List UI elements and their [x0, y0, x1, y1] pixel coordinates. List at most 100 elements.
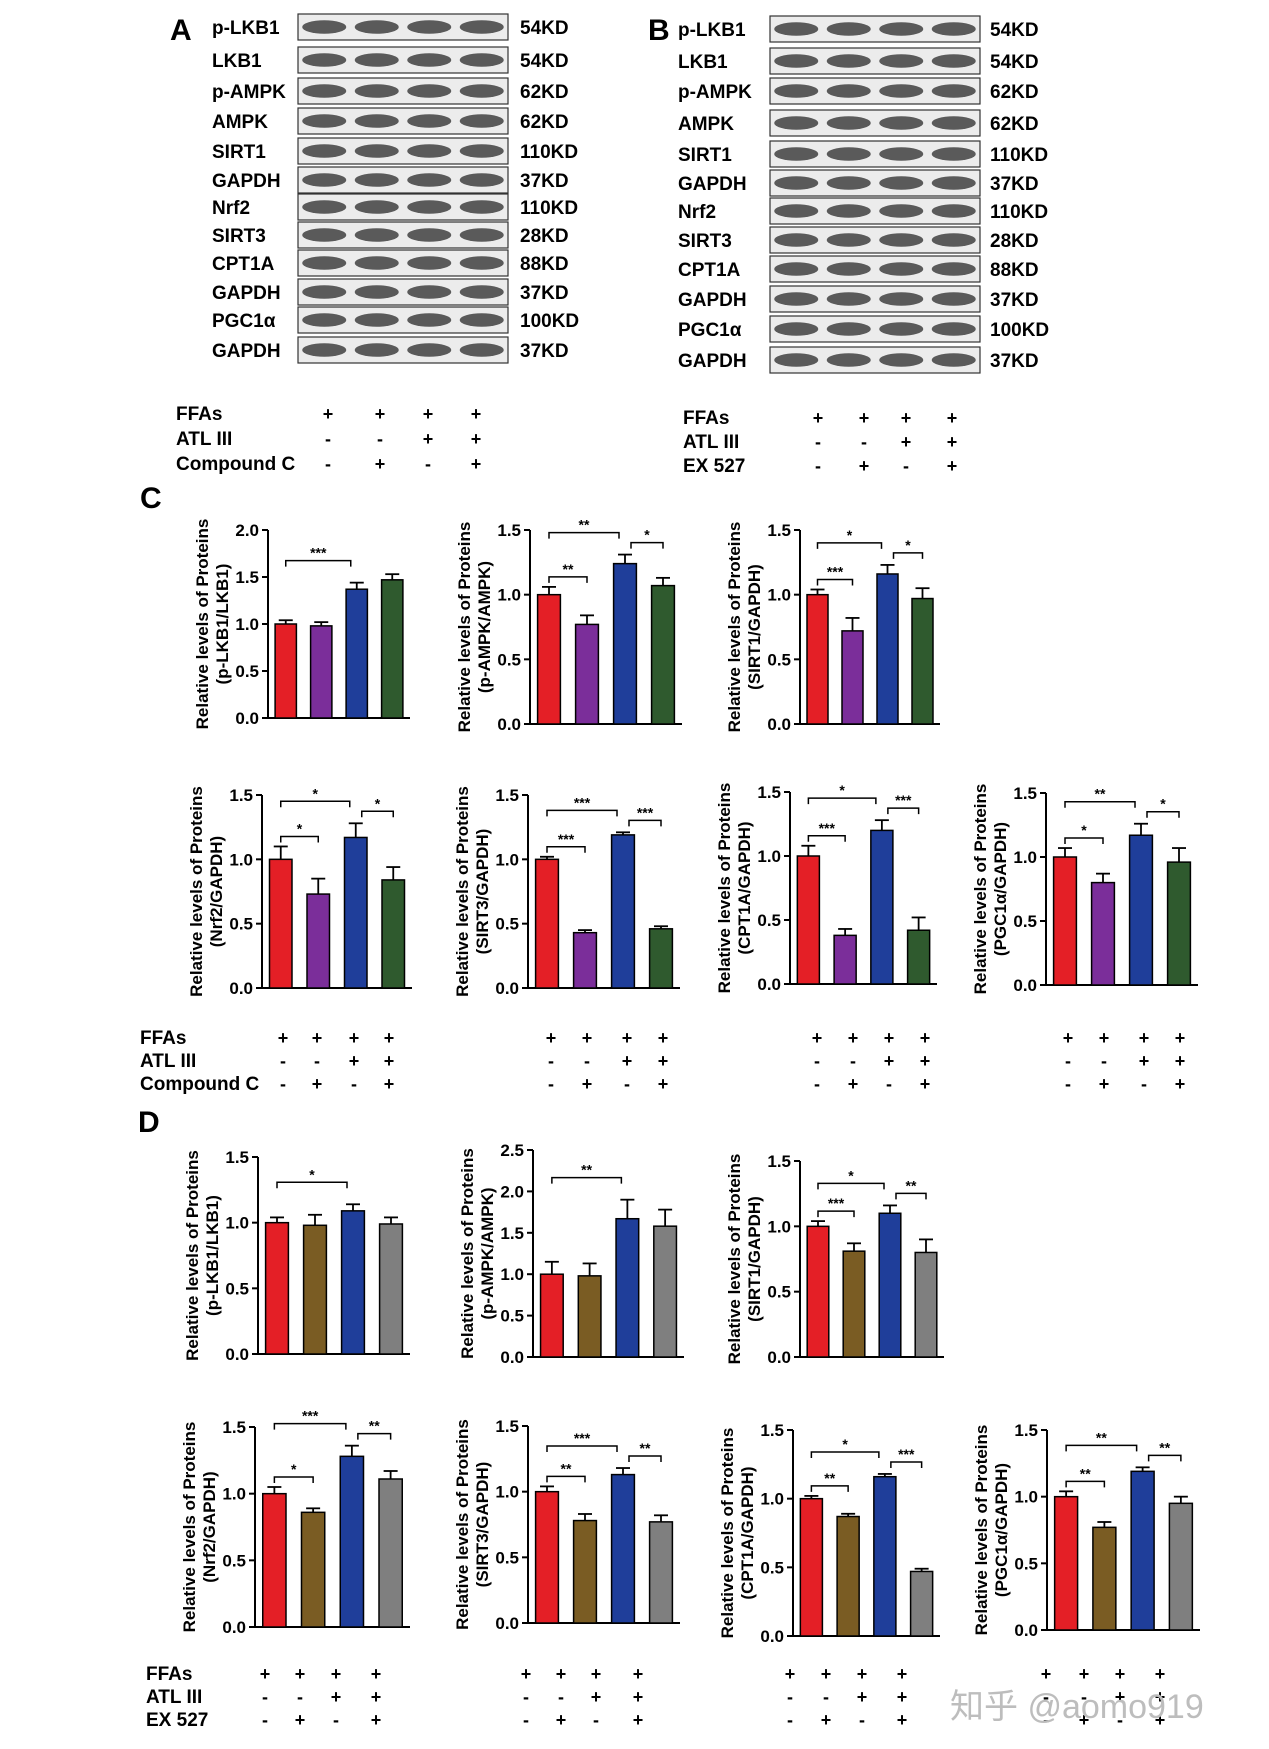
b-blot-strip: [770, 256, 980, 282]
y-tick-label: 0.0: [495, 1614, 519, 1633]
y-tick-label: 1.5: [495, 1417, 519, 1436]
y-tick-label: 0.5: [760, 1558, 784, 1577]
c-condition-sign: +: [1139, 1028, 1150, 1048]
a-blot-band: [460, 343, 504, 357]
y-tick-label: 2.0: [235, 521, 259, 540]
d-condition-sign: +: [633, 1710, 644, 1730]
significance-label: *: [848, 1167, 854, 1183]
a-blot-band: [460, 20, 504, 34]
y-tick-label: 0.5: [222, 1551, 246, 1570]
d-condition-sign: +: [897, 1710, 908, 1730]
significance-label: *: [905, 537, 911, 553]
b-condition-sign: +: [813, 408, 824, 428]
c-condition-sign: +: [920, 1028, 931, 1048]
y-tick-label: 0.0: [500, 1348, 524, 1367]
a-blot-band: [355, 173, 399, 187]
y-tick-label: 1.5: [222, 1418, 246, 1437]
b-blot-band: [932, 233, 976, 247]
b-condition-sign: +: [947, 456, 958, 476]
y-axis-title: Relative levels of Proteins: [972, 1425, 991, 1636]
significance-label: ***: [895, 792, 912, 808]
c-condition-sign: -: [280, 1074, 286, 1094]
b-blot-label: Nrf2: [678, 202, 716, 223]
bar: [915, 1252, 937, 1357]
a-blot-band: [460, 173, 504, 187]
y-tick-label: 0.5: [500, 1307, 524, 1326]
d-condition-sign: +: [857, 1664, 868, 1684]
bar: [797, 856, 819, 984]
a-blot-band: [302, 20, 346, 34]
a-blot-band: [407, 200, 451, 214]
a-blot-strip: [298, 167, 508, 193]
c-condition-sign: +: [848, 1074, 859, 1094]
b-blot-band: [774, 292, 818, 306]
y-tick-label: 1.0: [497, 586, 521, 605]
y-axis-subtitle: (p-LKB1/LKB1): [203, 1195, 222, 1316]
a-condition-label: FFAs: [176, 404, 222, 425]
y-tick-label: 0.0: [225, 1345, 249, 1364]
c-condition-label: Compound C: [140, 1074, 260, 1095]
bar: [1169, 1503, 1192, 1630]
a-blot-band: [355, 114, 399, 128]
a-blot-band: [302, 114, 346, 128]
significance-label: **: [581, 1162, 592, 1178]
b-blot-band: [774, 262, 818, 276]
a-blot-strip: [298, 307, 508, 333]
bar: [1168, 862, 1191, 985]
a-blot-label: p-LKB1: [212, 18, 280, 39]
c-condition-sign: +: [1099, 1028, 1110, 1048]
c-condition-sign: +: [1099, 1074, 1110, 1094]
d-condition-sign: -: [787, 1687, 793, 1707]
a-blot-band: [460, 84, 504, 98]
a-condition-sign: +: [423, 404, 434, 424]
y-tick-label: 0.0: [757, 975, 781, 994]
b-condition-sign: -: [815, 456, 821, 476]
d-condition-sign: +: [295, 1710, 306, 1730]
b-blot-band: [879, 353, 923, 367]
bar: [879, 1213, 901, 1357]
b-blot-label: SIRT1: [678, 145, 732, 166]
y-tick-label: 0.5: [495, 1548, 519, 1567]
b-blot-band: [932, 84, 976, 98]
y-axis-title: Relative levels of Proteins: [971, 784, 990, 995]
y-axis-title: Relative levels of Proteins: [453, 786, 472, 997]
y-tick-label: 0.5: [767, 650, 791, 669]
significance-label: ***: [574, 794, 591, 810]
a-blot-label: AMPK: [212, 112, 268, 133]
y-tick-label: 1.0: [1013, 848, 1037, 867]
panel-letter-d: D: [138, 1106, 160, 1139]
y-axis-subtitle: (SIRT3/GAPDH): [473, 1462, 492, 1588]
d-condition-sign: +: [633, 1664, 644, 1684]
b-blot-strip: [770, 48, 980, 74]
bar: [1055, 1497, 1078, 1630]
b-molecular-weight: 62KD: [990, 82, 1039, 103]
d-condition-sign: +: [1079, 1664, 1090, 1684]
significance-label: ***: [310, 545, 327, 561]
a-blot-band: [302, 84, 346, 98]
b-blot-strip: [770, 141, 980, 167]
b-blot-band: [879, 147, 923, 161]
y-tick-label: 0.5: [767, 1283, 791, 1302]
c-condition-label: FFAs: [140, 1028, 186, 1049]
a-blot-band: [407, 285, 451, 299]
d-condition-sign: -: [593, 1710, 599, 1730]
b-blot-band: [879, 262, 923, 276]
a-blot-strip: [298, 279, 508, 305]
bar: [908, 930, 930, 984]
b-blot-band: [879, 322, 923, 336]
c-condition-sign: +: [278, 1028, 289, 1048]
d-condition-sign: +: [521, 1664, 532, 1684]
c-condition-sign: +: [582, 1074, 593, 1094]
panel-letter-c: C: [140, 482, 162, 515]
y-tick-label: 1.0: [495, 1483, 519, 1502]
c-condition-sign: +: [884, 1028, 895, 1048]
y-tick-label: 1.0: [760, 1490, 784, 1509]
d-condition-sign: +: [556, 1664, 567, 1684]
b-molecular-weight: 88KD: [990, 260, 1039, 281]
a-blot-band: [302, 53, 346, 67]
bar: [574, 1521, 597, 1623]
d-condition-sign: +: [556, 1710, 567, 1730]
c-condition-sign: +: [658, 1028, 669, 1048]
y-tick-label: 1.5: [1014, 1421, 1038, 1440]
bar: [614, 564, 637, 724]
